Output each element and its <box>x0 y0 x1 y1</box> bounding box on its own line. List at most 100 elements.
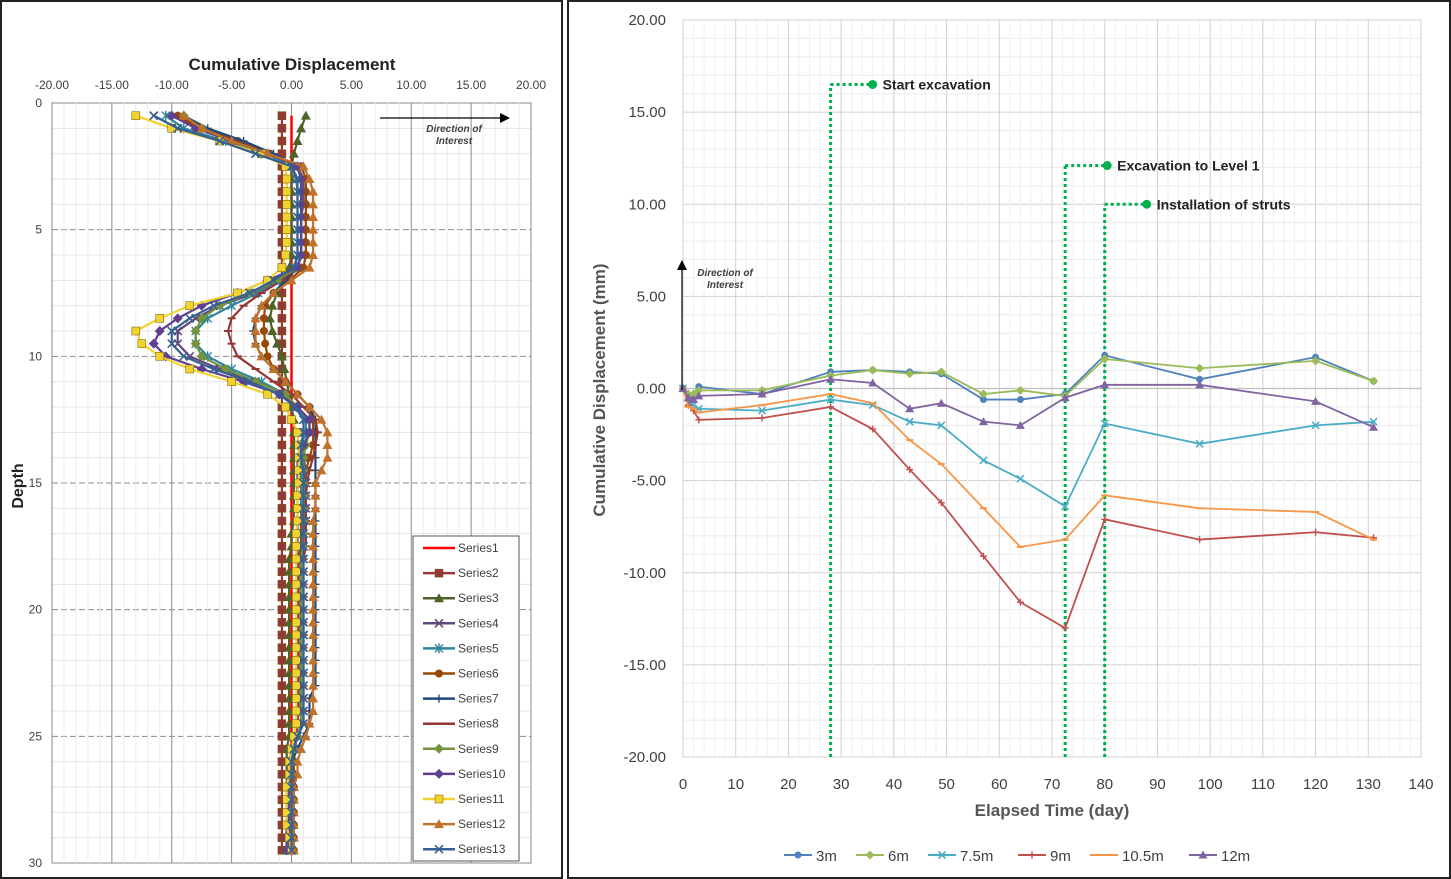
legend-series3-label: Series3 <box>458 591 499 605</box>
series9-point <box>196 313 207 324</box>
series13-point <box>268 275 279 285</box>
series13-point <box>298 655 309 665</box>
series11-point <box>282 212 291 222</box>
series13-point <box>292 199 303 209</box>
series13-point <box>298 706 309 716</box>
series-6m-point <box>1100 354 1110 364</box>
right-y-tick-labels: -20.00 -15.00 -10.00 -5.00 0.00 5.00 10.00 15.0… <box>623 12 666 766</box>
series-7-5m-point <box>826 395 835 404</box>
series11-point <box>137 339 147 348</box>
series12-point <box>316 465 327 475</box>
series12-point <box>296 744 307 753</box>
series12-point <box>262 148 273 158</box>
series3-point <box>284 554 295 563</box>
series-7-5m-point <box>1195 439 1204 448</box>
direction-arrow-head <box>500 113 510 123</box>
series12-point <box>308 541 319 551</box>
series2-point <box>277 719 287 728</box>
series12-point <box>308 592 319 601</box>
series-9m-point <box>979 552 987 560</box>
series13-point <box>286 820 297 830</box>
series11-point <box>281 402 290 412</box>
series6-point <box>261 339 270 348</box>
series11-point <box>282 200 291 209</box>
series12-point <box>308 224 319 234</box>
series-9m-point <box>1196 536 1204 544</box>
series11-point <box>294 440 303 450</box>
left-x-tick-label: 15.00 <box>456 78 486 92</box>
series11-point <box>277 263 287 272</box>
event-startexcavation-dot <box>868 79 878 89</box>
series-6m-point <box>1195 363 1205 373</box>
series13-point <box>298 668 309 678</box>
event-excavationtolevel1-dot <box>1102 161 1112 171</box>
series11-point <box>292 580 301 589</box>
series12-point <box>250 313 261 323</box>
series13-point <box>167 339 177 349</box>
series12-point <box>322 440 333 449</box>
series-12m-point <box>678 384 688 392</box>
series2-point <box>277 706 287 716</box>
series-6m-point <box>1311 356 1321 366</box>
event-startexcavation-label: Start excavation <box>883 76 991 92</box>
legend-series4-marker <box>434 618 444 628</box>
legend-series-12m-label: 12m <box>1221 848 1250 865</box>
right-x-tick-label: 0 <box>679 776 687 793</box>
series-12m-point <box>683 393 693 402</box>
time-displacement-chart: 0 10 20 30 40 50 60 70 80 90 100 110 120 130 140 -20.0… <box>590 12 1434 865</box>
series-9m-point <box>695 416 703 424</box>
right-y-tick-label: 15.00 <box>628 104 666 121</box>
series13-point <box>289 744 299 754</box>
legend-series12-label: Series12 <box>458 817 506 831</box>
series13-point <box>209 364 219 374</box>
series12-point <box>250 326 261 335</box>
series-9m-point <box>1101 515 1109 523</box>
series12-point <box>304 262 315 272</box>
series5-point <box>227 300 237 311</box>
series3-point <box>284 630 295 639</box>
left-y-tick-label: 15 <box>29 476 43 490</box>
right-x-tick-label: 60 <box>991 776 1008 793</box>
series11-point <box>155 314 165 323</box>
right-x-tick-label: 110 <box>1251 776 1275 793</box>
series11-point <box>292 719 301 728</box>
series12-point <box>308 655 319 665</box>
right-annotation-line2: Interest <box>707 280 744 291</box>
right-y-tick-label: 20.00 <box>628 12 666 29</box>
legend-series9-label: Series9 <box>458 742 499 756</box>
series9-point <box>190 338 201 349</box>
legend-series-7-5m-marker <box>937 850 947 860</box>
right-x-tick-label: 10 <box>727 776 744 793</box>
series11-point <box>292 554 301 564</box>
right-x-tick-label: 140 <box>1408 776 1433 793</box>
series13-point <box>298 681 309 691</box>
series3-point <box>284 566 295 576</box>
series-6m-point <box>1015 385 1025 395</box>
series2-point <box>277 592 287 602</box>
series11-point <box>185 364 194 374</box>
left-x-tick-label: -5.00 <box>218 78 246 92</box>
series11-point <box>282 225 291 234</box>
legend-series-9m-marker <box>1028 851 1036 859</box>
series11-point <box>292 630 301 640</box>
series7-point <box>239 137 248 145</box>
legend-series13-label: Series13 <box>458 842 506 856</box>
series12-point <box>322 427 333 437</box>
series9-point <box>196 351 207 362</box>
series3-point <box>272 338 283 348</box>
series12-point <box>316 414 327 424</box>
series13-point <box>298 529 309 539</box>
legend-series9-marker <box>434 743 444 754</box>
right-x-tick-label: 40 <box>886 776 903 793</box>
series12-point <box>308 604 319 614</box>
series13-point <box>286 161 297 171</box>
legend-series10-label: Series10 <box>458 767 506 781</box>
series12-point <box>250 338 261 348</box>
legend-series7-marker <box>435 694 443 703</box>
series13-point <box>274 389 285 399</box>
series10-point <box>166 110 177 121</box>
series-7-5m-point <box>758 406 767 415</box>
series3-point <box>300 110 311 120</box>
series13-point <box>298 516 309 526</box>
series-7-5m-point <box>1100 419 1109 428</box>
